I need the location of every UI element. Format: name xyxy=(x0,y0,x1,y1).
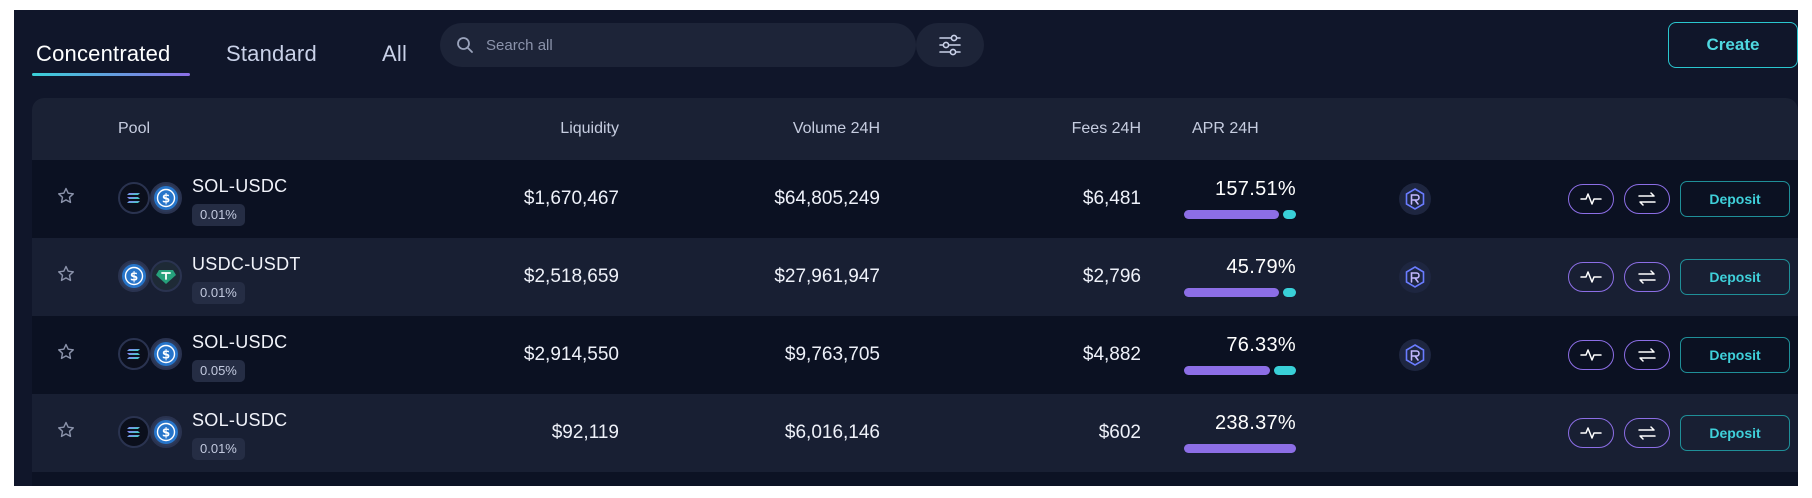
liquidity-value: $2,518,659 xyxy=(523,266,619,287)
star-icon[interactable] xyxy=(56,420,76,440)
usdc-icon: $ xyxy=(150,338,182,370)
fees-value: $4,882 xyxy=(1082,344,1141,365)
activity-icon xyxy=(1580,349,1602,361)
volume-value: $9,763,705 xyxy=(784,344,880,365)
apr-trade-fee-bar xyxy=(1184,288,1279,297)
fee-tier-badge: 0.01% xyxy=(192,204,245,226)
svg-text:$: $ xyxy=(162,192,170,206)
apr-trade-fee-bar xyxy=(1184,210,1279,219)
usdc-icon: $ xyxy=(118,260,150,292)
active-tab-indicator xyxy=(32,73,190,76)
tab-all[interactable]: All xyxy=(382,41,408,66)
activity-icon xyxy=(1580,271,1602,283)
swap-arrows-icon xyxy=(1638,270,1656,284)
volume-value: $27,961,947 xyxy=(774,266,880,287)
apr-trade-fee-bar xyxy=(1184,444,1296,453)
filter-button[interactable] xyxy=(916,23,984,67)
swap-button[interactable] xyxy=(1624,184,1670,214)
apr-reward-bar xyxy=(1283,288,1296,297)
fee-tier-badge: 0.01% xyxy=(192,438,245,460)
liquidity-value: $92,119 xyxy=(551,422,619,443)
swap-arrows-icon xyxy=(1638,192,1656,206)
create-button[interactable]: Create xyxy=(1668,22,1798,68)
tab-concentrated[interactable]: Concentrated xyxy=(36,41,171,66)
column-header-pool[interactable]: Pool xyxy=(118,120,151,137)
sol-icon xyxy=(118,182,150,214)
deposit-button[interactable]: Deposit xyxy=(1680,181,1790,217)
table-row[interactable]: $ SOL-USDC 0.01% $92,119 $6,016,146 $602 238.3… xyxy=(32,394,1798,472)
sol-icon xyxy=(118,416,150,448)
column-header-fees[interactable]: Fees 24H xyxy=(1071,120,1141,137)
volume-value: $64,805,249 xyxy=(774,188,880,209)
svg-text:$: $ xyxy=(130,270,138,284)
swap-arrows-icon xyxy=(1638,348,1656,362)
table-row[interactable]: $ SOL-USDC 0.05% $2,914,550 $9,763,705 $4,882… xyxy=(32,316,1798,394)
apr-reward-bar xyxy=(1283,210,1296,219)
column-header-volume[interactable]: Volume 24H xyxy=(792,120,880,137)
swap-arrows-icon xyxy=(1638,426,1656,440)
apr-value: 76.33% xyxy=(1226,334,1296,356)
pool-name: SOL-USDC xyxy=(192,332,288,352)
pool-name: USDC-USDT xyxy=(192,254,301,274)
pool-name: SOL-USDC xyxy=(192,176,288,196)
sliders-icon xyxy=(939,34,961,56)
chart-button[interactable] xyxy=(1568,262,1614,292)
star-icon[interactable] xyxy=(56,186,76,206)
app-window: Concentrated Standard All xyxy=(14,10,1798,486)
apr-reward-bar xyxy=(1274,366,1296,375)
usdc-icon: $ xyxy=(150,182,182,214)
deposit-button[interactable]: Deposit xyxy=(1680,415,1790,451)
fees-value: $602 xyxy=(1098,422,1141,443)
deposit-button[interactable]: Deposit xyxy=(1680,337,1790,373)
top-bar: Concentrated Standard All xyxy=(14,10,1798,96)
svg-text:$: $ xyxy=(162,426,170,440)
column-header-liquidity[interactable]: Liquidity xyxy=(560,120,619,137)
apr-value: 238.37% xyxy=(1214,412,1296,434)
search-icon xyxy=(457,37,473,53)
raydium-reward-icon xyxy=(1399,261,1431,293)
svg-text:$: $ xyxy=(162,348,170,362)
chart-button[interactable] xyxy=(1568,184,1614,214)
pool-name: SOL-USDC xyxy=(192,410,288,430)
deposit-button[interactable]: Deposit xyxy=(1680,259,1790,295)
raydium-reward-icon xyxy=(1399,183,1431,215)
liquidity-value: $1,670,467 xyxy=(523,188,619,209)
volume-value: $6,016,146 xyxy=(784,422,880,443)
table-row[interactable]: $ USDC-USDT 0.01% $2,518,659 $27,961,947 $2,7… xyxy=(32,238,1798,316)
apr-trade-fee-bar xyxy=(1184,366,1270,375)
usdc-icon: $ xyxy=(150,416,182,448)
swap-button[interactable] xyxy=(1624,262,1670,292)
activity-icon xyxy=(1580,427,1602,439)
table-header: Pool Liquidity Volume 24H Fees 24H APR 2… xyxy=(32,98,1798,160)
fees-value: $2,796 xyxy=(1082,266,1141,287)
chart-button[interactable] xyxy=(1568,418,1614,448)
activity-icon xyxy=(1580,193,1602,205)
search-bar[interactable] xyxy=(440,23,916,67)
fee-tier-badge: 0.01% xyxy=(192,282,245,304)
fee-tier-badge: 0.05% xyxy=(192,360,245,382)
chart-button[interactable] xyxy=(1568,340,1614,370)
swap-button[interactable] xyxy=(1624,418,1670,448)
sol-icon xyxy=(118,338,150,370)
tab-standard[interactable]: Standard xyxy=(226,41,317,66)
usdt-icon xyxy=(150,260,182,292)
search-input[interactable] xyxy=(486,36,916,54)
raydium-reward-icon xyxy=(1399,339,1431,371)
swap-button[interactable] xyxy=(1624,340,1670,370)
fees-value: $6,481 xyxy=(1082,188,1141,209)
column-header-apr[interactable]: APR 24H xyxy=(1192,120,1259,137)
apr-value: 157.51% xyxy=(1214,178,1296,200)
star-icon[interactable] xyxy=(56,264,76,284)
table-row[interactable]: $ SOL-USDC 0.01% $1,670,467 $64,805,249 $6,48… xyxy=(32,160,1798,238)
liquidity-value: $2,914,550 xyxy=(523,344,619,365)
star-icon[interactable] xyxy=(56,342,76,362)
apr-value: 45.79% xyxy=(1226,256,1296,278)
pools-table: Pool Liquidity Volume 24H Fees 24H APR 2… xyxy=(32,98,1798,486)
